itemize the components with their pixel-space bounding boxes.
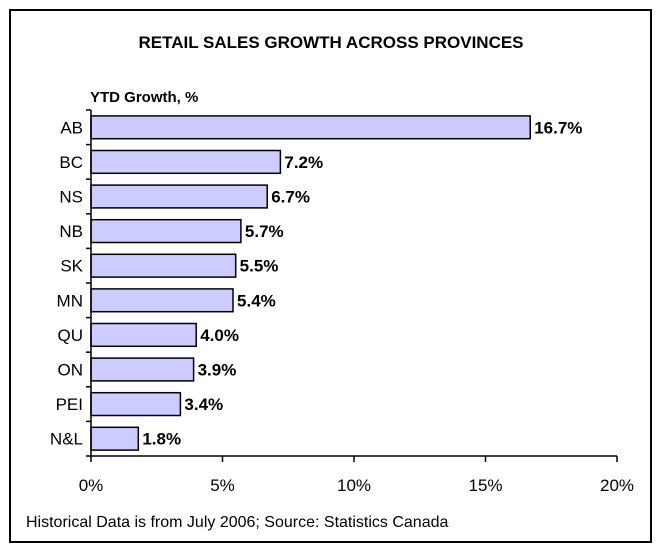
bar [90,149,282,175]
bar [90,391,182,417]
bar [90,288,234,313]
plot-area: AB 16.7% BC 7.2% NS 6.7% NB 5.7% SK 5.5% MN 5.4% QU 4… [50,109,634,495]
category-label: ON [58,361,84,380]
category-label: NB [59,222,83,241]
x-tick-label: 10% [337,476,371,495]
data-label: 1.8% [142,430,181,449]
x-tick-label: 5% [210,476,235,495]
category-label: SK [60,257,83,276]
data-label: 4.0% [200,326,239,345]
category-label: BC [59,153,83,172]
category-label: PEI [56,395,83,414]
chart-title: RETAIL SALES GROWTH ACROSS PROVINCES [138,33,523,52]
bar [90,253,237,278]
axis-title: YTD Growth, % [90,89,198,106]
bar [90,357,195,382]
category-label: MN [57,291,83,310]
data-label: 5.7% [245,222,284,241]
data-label: 16.7% [534,118,582,137]
bar [90,426,140,451]
data-label: 6.7% [271,188,310,207]
data-label: 7.2% [284,153,323,172]
bar [90,115,531,140]
category-label: N&L [50,430,83,449]
x-tick-label: 20% [600,476,634,495]
data-label: 5.4% [237,291,276,310]
bar [90,218,242,244]
category-label: NS [59,188,83,207]
category-label: AB [60,118,83,137]
x-tick-label: 0% [79,476,104,495]
data-label: 5.5% [240,257,279,276]
x-tick-label: 15% [468,476,502,495]
data-label: 3.4% [184,395,223,414]
bar [90,322,197,348]
bar [90,184,268,209]
data-label: 3.9% [198,361,237,380]
category-label: QU [58,326,84,345]
footnote: Historical Data is from July 2006; Sourc… [26,514,449,531]
